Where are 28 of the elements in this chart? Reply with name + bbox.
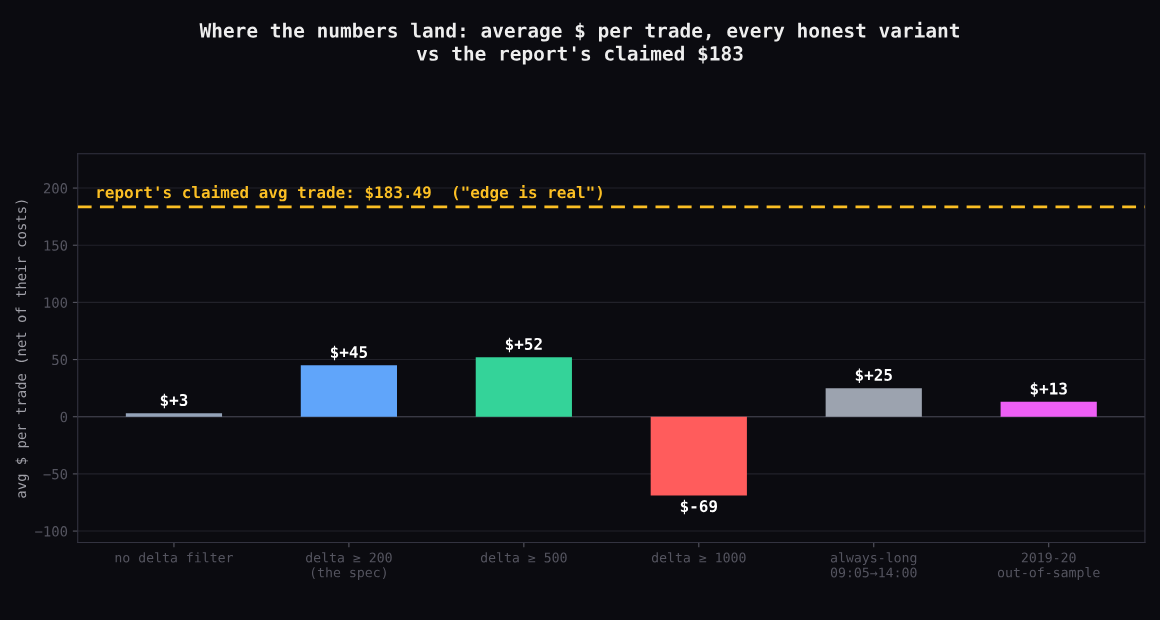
x-tick-label: always-long 09:05→14:00 (830, 552, 917, 578)
bar (300, 365, 398, 417)
bar (475, 357, 572, 417)
bar (1000, 401, 1097, 417)
bar (125, 413, 223, 417)
y-tick-label: 50 (52, 354, 68, 366)
x-tick-label: 2019-20 out-of-sample (997, 552, 1100, 580)
y-tick-label: 100 (44, 297, 68, 308)
y-tick-label: 0 (60, 411, 68, 423)
y-tick-label: −100 (35, 526, 68, 537)
bar (825, 388, 922, 417)
ref-line-label: report's claimed avg trade: $183.49 ("edge is real") (97, 185, 602, 202)
data-label: $-69 (680, 499, 718, 515)
data-label: $+3 (160, 393, 188, 409)
y-tick-label: 150 (44, 240, 68, 251)
x-tick-label: delta ≥ 500 (480, 552, 567, 563)
chart-title: Where the numbers land: average $ per trade, every honest variant vs the report's claimed $183 (199, 21, 959, 65)
data-label: $+52 (505, 337, 542, 353)
x-tick-label: delta ≥ 200 (the spec) (306, 552, 392, 580)
x-tick-label: delta ≥ 1000 (651, 552, 746, 563)
y-tick-label: −50 (43, 468, 68, 480)
bar (650, 416, 747, 496)
y-tick-label: 200 (43, 183, 68, 194)
data-label: $+25 (855, 368, 892, 384)
x-tick-label: no delta filter (115, 552, 234, 563)
data-label: $+13 (1030, 382, 1067, 397)
data-label: $+45 (330, 345, 368, 361)
y-axis-title: avg $ per trade (net of their costs) (15, 200, 29, 498)
